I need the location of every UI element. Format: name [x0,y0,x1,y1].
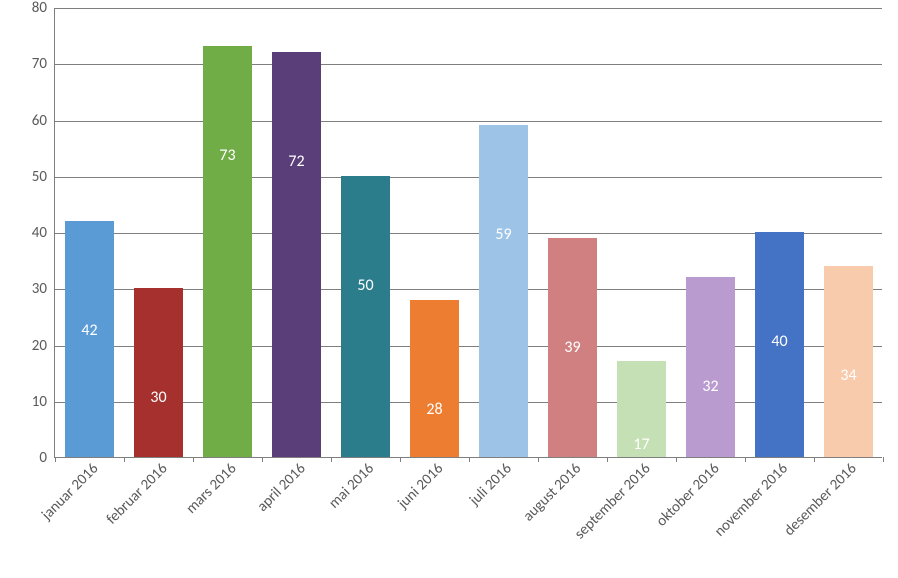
y-tick-label: 70 [15,55,55,73]
x-tick-mark [676,457,677,462]
bar-value-label: 28 [410,400,458,419]
bar-value-label: 17 [617,435,665,454]
x-tick-label: desember 2016 [778,457,861,540]
y-tick-label: 0 [15,449,55,467]
x-tick-label: januar 2016 [35,457,102,524]
y-tick-label: 80 [15,0,55,17]
gridline [55,177,882,178]
y-tick-label: 30 [15,280,55,298]
bar-value-label: 34 [824,366,872,385]
x-tick-mark [607,457,608,462]
bar: 28 [410,300,458,458]
x-tick-mark [55,457,56,462]
x-tick-label: august 2016 [517,457,585,525]
bar-value-label: 39 [548,338,596,357]
x-tick-mark [400,457,401,462]
monthly-bar-chart: 0 10 20 30 40 50 60 70 80 42 januar 2016 30 februar … [0,0,898,578]
x-tick-label: juli 2016 [464,457,516,509]
x-tick-mark [745,457,746,462]
x-tick-mark [193,457,194,462]
x-tick-mark [469,457,470,462]
bar: 34 [824,266,872,457]
y-tick-label: 50 [15,168,55,186]
bar: 17 [617,361,665,457]
bar: 73 [203,46,251,457]
y-tick-label: 20 [15,337,55,355]
bar-value-label: 72 [272,152,320,171]
bar-value-label: 42 [65,321,113,340]
x-tick-mark [331,457,332,462]
bar: 50 [341,176,389,457]
bar: 72 [272,52,320,457]
bar: 40 [755,232,803,457]
y-tick-label: 10 [15,393,55,411]
gridline [55,121,882,122]
x-tick-label: mars 2016 [179,457,240,518]
bar: 32 [686,277,734,457]
bar: 39 [548,238,596,457]
x-tick-mark [262,457,263,462]
gridline [55,8,882,9]
y-tick-label: 40 [15,224,55,242]
y-tick-label: 60 [15,112,55,130]
x-tick-label: juni 2016 [391,457,447,513]
x-tick-mark [883,457,884,462]
gridline [55,64,882,65]
x-tick-mark [814,457,815,462]
bar: 42 [65,221,113,457]
x-tick-mark [124,457,125,462]
bar-value-label: 30 [134,388,182,407]
bar-value-label: 50 [341,276,389,295]
bar-value-label: 40 [755,332,803,351]
x-tick-label: februar 2016 [100,457,171,528]
bar: 59 [479,125,527,457]
bar-value-label: 59 [479,225,527,244]
x-tick-mark [538,457,539,462]
bar-value-label: 32 [686,377,734,396]
bar-value-label: 73 [203,146,251,165]
x-tick-label: mai 2016 [323,457,378,512]
plot-area: 0102030405060708042januar 201630februar … [54,8,882,458]
bar: 30 [134,288,182,457]
x-tick-label: april 2016 [250,457,309,516]
